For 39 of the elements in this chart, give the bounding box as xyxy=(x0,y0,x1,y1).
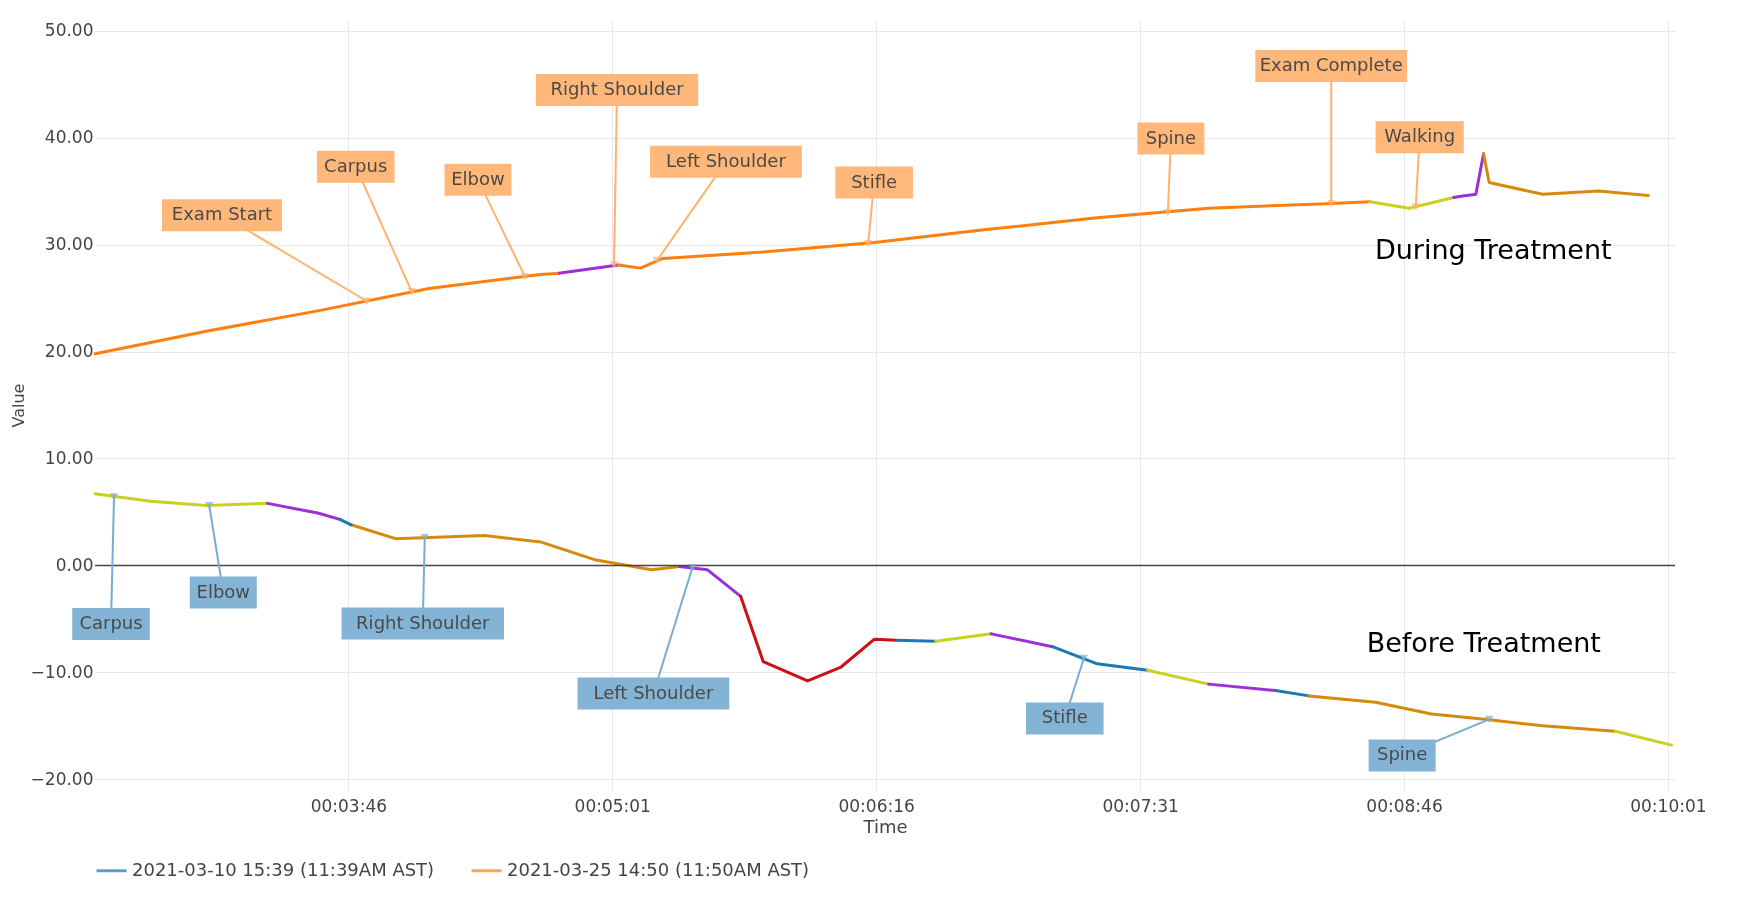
legend-label: 2021-03-10 15:39 (11:39AM AST) xyxy=(132,858,435,880)
annotation: Exam Complete xyxy=(1259,53,1403,75)
line-series xyxy=(93,271,559,356)
x-tick-label: 00:10:01 xyxy=(1630,795,1707,816)
annotation: Elbow xyxy=(196,580,251,602)
x-tick-label: 00:05:01 xyxy=(574,795,651,816)
line-series xyxy=(1307,694,1617,733)
y-tick-label: 50.00 xyxy=(44,20,94,41)
y-axis-title: Value xyxy=(8,383,28,428)
line-series xyxy=(1482,152,1650,197)
x-tick-label: 00:03:46 xyxy=(310,795,388,816)
y-tick-label: −10.00 xyxy=(30,661,94,682)
y-tick-label: 0.00 xyxy=(55,554,94,575)
line-series xyxy=(739,594,899,683)
y-tick-label: 30.00 xyxy=(44,234,94,255)
annotation: Carpus xyxy=(79,611,143,633)
x-tick-label: 00:08:46 xyxy=(1366,795,1443,816)
annotation: Exam Start xyxy=(171,203,273,225)
x-tick-label: 00:06:16 xyxy=(838,795,915,816)
annotation: Spine xyxy=(1376,743,1428,765)
y-tick-label: 10.00 xyxy=(44,447,94,468)
annotation: Stifle xyxy=(1041,706,1088,728)
x-axis-title: Time xyxy=(862,815,908,837)
annotation: During Treatment xyxy=(1374,234,1612,265)
legend-label: 2021-03-25 14:50 (11:50AM AST) xyxy=(507,858,810,880)
y-tick-label: 40.00 xyxy=(44,127,94,148)
y-tick-label: 20.00 xyxy=(44,341,94,362)
y-tick-label: −20.00 xyxy=(30,768,94,789)
annotation: Elbow xyxy=(451,167,505,189)
annotation: Carpus xyxy=(324,154,388,176)
annotation: Before Treatment xyxy=(1366,626,1601,658)
annotation: Spine xyxy=(1145,126,1197,148)
annotation: Walking xyxy=(1384,125,1456,147)
annotation: Stifle xyxy=(851,170,898,192)
x-tick-label: 00:07:31 xyxy=(1102,795,1179,816)
annotation: Right Shoulder xyxy=(550,77,685,99)
annotation: Right Shoulder xyxy=(356,611,490,633)
annotation: Left Shoulder xyxy=(593,681,714,703)
annotation: Left Shoulder xyxy=(666,149,787,171)
